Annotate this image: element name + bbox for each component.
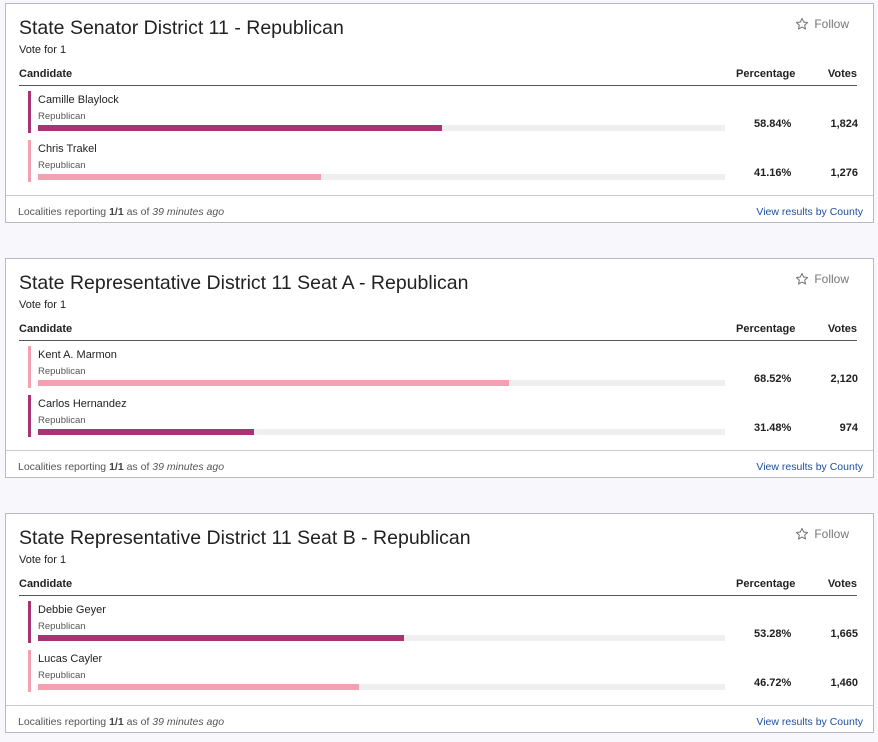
reporting-time: 39 minutes ago [152, 716, 225, 728]
follow-label: Follow [814, 272, 849, 286]
column-header-candidate: Candidate [19, 68, 73, 80]
column-header-votes: Votes [827, 68, 857, 80]
candidate-votes: 2,120 [830, 373, 858, 385]
vote-share-track [38, 635, 725, 641]
candidate-name: Debbie Geyer [38, 604, 106, 616]
candidate-percentage: 53.28% [754, 628, 792, 640]
follow-button[interactable]: Follow [795, 527, 849, 541]
candidate-name: Carlos Hernandez [38, 398, 127, 410]
star-icon [796, 17, 809, 30]
footer-divider [6, 195, 873, 196]
vote-share-track [38, 380, 725, 386]
header-divider [19, 85, 857, 86]
reporting-status: Localities reporting 1/1 as of 39 minute… [18, 206, 224, 218]
reporting-count: 1/1 [109, 206, 124, 218]
race-title: State Representative District 11 Seat B … [19, 527, 471, 549]
candidate-color-bar [28, 346, 31, 388]
vote-for-label: Vote for 1 [19, 299, 67, 311]
candidate-color-bar [28, 650, 31, 692]
candidate-votes: 974 [839, 422, 858, 434]
candidate-percentage: 41.16% [754, 167, 792, 179]
reporting-time: 39 minutes ago [152, 461, 225, 473]
column-header-votes: Votes [827, 578, 857, 590]
follow-label: Follow [814, 527, 849, 541]
reporting-count: 1/1 [109, 716, 124, 728]
candidate-percentage: 46.72% [754, 677, 792, 689]
candidate-votes: 1,276 [830, 167, 858, 179]
candidate-party: Republican [38, 415, 86, 426]
view-results-by-county-link[interactable]: View results by County [756, 716, 863, 728]
candidate-party: Republican [38, 366, 86, 377]
candidate-color-bar [28, 601, 31, 643]
vote-for-label: Vote for 1 [19, 44, 67, 56]
view-results-by-county-link[interactable]: View results by County [756, 206, 863, 218]
vote-share-bar [38, 125, 443, 131]
follow-label: Follow [814, 17, 849, 31]
vote-share-bar [38, 429, 255, 435]
vote-share-bar [38, 684, 359, 690]
reporting-prefix: Localities reporting [18, 206, 107, 218]
star-icon [796, 272, 809, 285]
column-header-votes: Votes [827, 323, 857, 335]
reporting-asof: as of [126, 716, 150, 728]
race-title: State Senator District 11 - Republican [19, 17, 344, 39]
vote-share-bar [38, 380, 509, 386]
view-results-by-county-link[interactable]: View results by County [756, 461, 863, 473]
vote-share-track [38, 125, 725, 131]
candidate-votes: 1,665 [830, 628, 858, 640]
candidate-name: Kent A. Marmon [38, 349, 117, 361]
candidate-party: Republican [38, 160, 86, 171]
follow-button[interactable]: Follow [795, 272, 849, 286]
candidate-name: Lucas Cayler [38, 653, 103, 665]
column-header-candidate: Candidate [19, 578, 73, 590]
candidate-name: Camille Blaylock [38, 94, 119, 106]
candidate-percentage: 58.84% [754, 118, 792, 130]
candidate-color-bar [28, 140, 31, 182]
vote-share-bar [38, 174, 321, 180]
reporting-time: 39 minutes ago [152, 206, 225, 218]
race-card: State Representative District 11 Seat B … [5, 513, 874, 733]
reporting-asof: as of [126, 206, 150, 218]
candidate-color-bar [28, 91, 31, 133]
candidate-row: Kent A. Marmon Republican 68.52% 2,120 [28, 346, 868, 388]
reporting-count: 1/1 [109, 461, 124, 473]
race-card: State Senator District 11 - Republican F… [5, 3, 874, 223]
candidate-color-bar [28, 395, 31, 437]
reporting-status: Localities reporting 1/1 as of 39 minute… [18, 461, 224, 473]
column-header-percentage: Percentage [736, 578, 796, 590]
candidate-row: Chris Trakel Republican 41.16% 1,276 [28, 140, 868, 182]
vote-share-track [38, 684, 725, 690]
candidate-row: Carlos Hernandez Republican 31.48% 974 [28, 395, 868, 437]
race-title: State Representative District 11 Seat A … [19, 272, 469, 294]
race-card: State Representative District 11 Seat A … [5, 258, 874, 478]
header-divider [19, 340, 857, 341]
vote-share-track [38, 174, 725, 180]
candidate-name: Chris Trakel [38, 143, 97, 155]
candidate-row: Debbie Geyer Republican 53.28% 1,665 [28, 601, 868, 643]
column-header-candidate: Candidate [19, 323, 73, 335]
candidate-votes: 1,824 [830, 118, 858, 130]
reporting-prefix: Localities reporting [18, 716, 107, 728]
column-header-percentage: Percentage [736, 68, 796, 80]
reporting-prefix: Localities reporting [18, 461, 107, 473]
candidate-party: Republican [38, 111, 86, 122]
candidate-party: Republican [38, 670, 86, 681]
candidate-votes: 1,460 [830, 677, 858, 689]
vote-share-bar [38, 635, 405, 641]
vote-for-label: Vote for 1 [19, 554, 67, 566]
footer-divider [6, 705, 873, 706]
candidate-row: Camille Blaylock Republican 58.84% 1,824 [28, 91, 868, 133]
follow-button[interactable]: Follow [795, 17, 849, 31]
reporting-status: Localities reporting 1/1 as of 39 minute… [18, 716, 224, 728]
header-divider [19, 595, 857, 596]
column-header-percentage: Percentage [736, 323, 796, 335]
vote-share-track [38, 429, 725, 435]
candidate-party: Republican [38, 621, 86, 632]
candidate-row: Lucas Cayler Republican 46.72% 1,460 [28, 650, 868, 692]
candidate-percentage: 68.52% [754, 373, 792, 385]
reporting-asof: as of [126, 461, 150, 473]
star-icon [796, 527, 809, 540]
candidate-percentage: 31.48% [754, 422, 792, 434]
footer-divider [6, 450, 873, 451]
